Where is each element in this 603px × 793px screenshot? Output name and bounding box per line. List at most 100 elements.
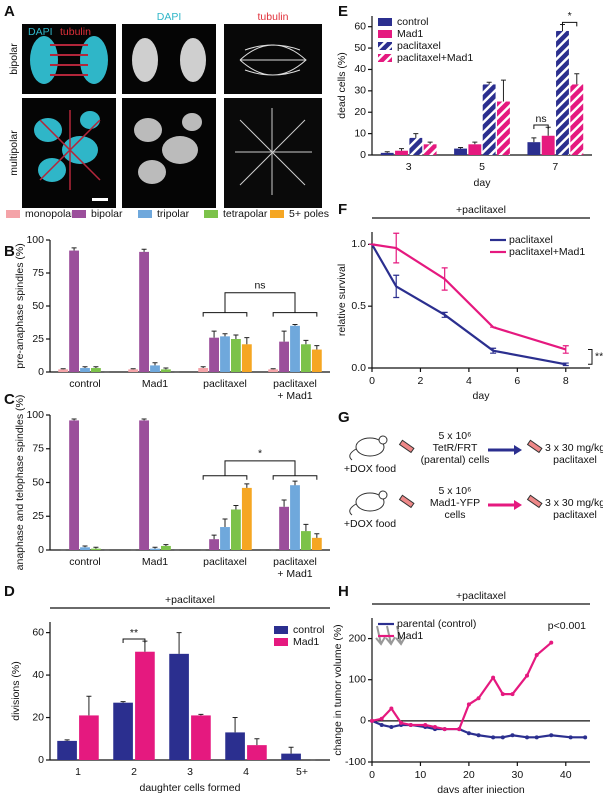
- bar: [241, 344, 252, 372]
- y-tick-label: 25: [32, 333, 44, 345]
- legend-label: paclitaxel: [509, 234, 553, 246]
- x-tick-label: 40: [560, 769, 572, 781]
- cells-label: 5 x 10⁶: [439, 485, 472, 497]
- error-bar: [64, 739, 70, 741]
- point: [510, 692, 515, 697]
- bar: [161, 545, 171, 550]
- bar: [541, 135, 555, 155]
- panel-letter: H: [338, 583, 349, 600]
- row-label: multipolar: [8, 130, 20, 176]
- cells-label: (parental) cells: [421, 454, 490, 466]
- error-bar: [384, 151, 390, 153]
- x-tick-label: paclitaxel + Mad1: [273, 556, 317, 580]
- bar: [241, 487, 252, 550]
- text-line: + Mad1: [277, 568, 312, 580]
- overlay-title: tubulin: [60, 26, 91, 38]
- bar: [454, 148, 467, 155]
- x-tick-label: paclitaxel + Mad1: [273, 378, 317, 402]
- error-bar: [441, 267, 448, 291]
- legend-label: control: [293, 624, 325, 636]
- bar: [527, 142, 541, 155]
- x-tick-label: 8: [563, 375, 569, 387]
- error-bar: [393, 274, 400, 299]
- row-label: bipolar: [8, 43, 20, 75]
- point: [466, 702, 471, 707]
- error-bar: [393, 232, 400, 264]
- error-bar: [270, 368, 276, 370]
- error-bar: [176, 632, 182, 654]
- error-bar: [458, 147, 464, 149]
- bar: [482, 84, 496, 155]
- point: [500, 735, 505, 740]
- bar: [128, 369, 139, 372]
- point: [432, 725, 437, 730]
- y-tick-label: 0: [38, 366, 44, 378]
- y-axis-label: pre-anaphase spindles (%): [14, 243, 26, 369]
- point: [525, 673, 530, 678]
- bar: [395, 150, 408, 155]
- bar: [161, 369, 171, 372]
- error-bar: [314, 533, 320, 538]
- y-tick-label: 50: [354, 42, 366, 54]
- bar: [311, 349, 322, 372]
- treatment-label: 3 x 30 mg/kg: [545, 442, 603, 454]
- legend-label: bipolar: [91, 208, 123, 220]
- header: +paclitaxel: [456, 204, 506, 216]
- annotation: **: [130, 627, 138, 639]
- point: [389, 725, 394, 730]
- error-bar: [141, 418, 147, 421]
- y-axis-label: anaphase and telophase spindles (%): [14, 395, 26, 571]
- point: [476, 696, 481, 701]
- y-tick-label: 60: [354, 20, 366, 32]
- bar: [169, 653, 189, 760]
- bar: [570, 84, 584, 155]
- point: [476, 733, 481, 738]
- legend-label: paclitaxel+Mad1: [509, 246, 585, 258]
- bracket: [272, 475, 318, 480]
- error-bar: [574, 73, 580, 85]
- bar: [231, 339, 241, 372]
- y-tick-label: 100: [26, 409, 44, 421]
- error-bar: [531, 137, 537, 143]
- y-tick-label: 0: [360, 715, 366, 727]
- error-bar: [292, 323, 298, 326]
- error-bar: [60, 368, 66, 370]
- error-bar: [413, 133, 419, 138]
- legend-swatch: [378, 30, 392, 38]
- bar: [220, 336, 230, 372]
- panel-letter: D: [4, 583, 15, 600]
- bar: [79, 715, 99, 760]
- x-tick-label: Mad1: [142, 556, 168, 568]
- x-tick-label: 4: [243, 766, 249, 778]
- error-bar: [152, 362, 158, 366]
- annotation: **: [595, 351, 603, 363]
- point: [379, 722, 384, 727]
- y-tick-label: 75: [32, 443, 44, 455]
- bar: [198, 368, 209, 372]
- legend-label: Mad1: [397, 630, 423, 642]
- treatment-label: paclitaxel: [553, 454, 597, 466]
- x-tick-label: 7: [552, 161, 558, 173]
- x-tick-label: Mad1: [142, 378, 168, 390]
- y-tick-label: 1.0: [351, 238, 366, 250]
- cells-label: TetR/FRT: [433, 442, 478, 454]
- y-tick-label: 0.5: [351, 300, 366, 312]
- bar: [268, 369, 279, 372]
- error-bar: [130, 368, 136, 370]
- bracket: [224, 460, 296, 476]
- y-tick-label: 0: [360, 149, 366, 161]
- error-bar: [232, 717, 238, 733]
- x-tick-label: 3: [187, 766, 193, 778]
- cells-label: 5 x 10⁶: [439, 430, 472, 442]
- point: [379, 716, 384, 721]
- panel-letter: B: [4, 243, 15, 260]
- error-bar: [427, 141, 433, 145]
- bar: [58, 369, 69, 372]
- bar: [150, 365, 160, 372]
- x-tick-label: 5: [479, 161, 485, 173]
- point: [457, 727, 462, 732]
- bar: [80, 547, 90, 550]
- legend-label: tripolar: [157, 208, 190, 220]
- error-bar: [244, 483, 250, 488]
- error-bar: [141, 248, 147, 252]
